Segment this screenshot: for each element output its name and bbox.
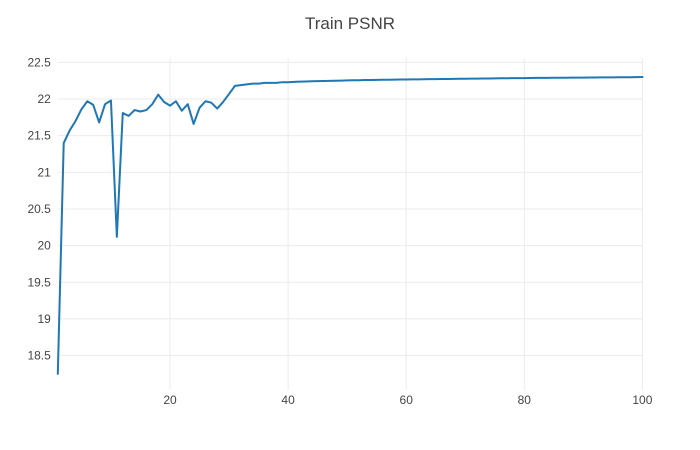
x-tick-label: 80 (518, 393, 532, 407)
y-tick-label: 19.5 (27, 275, 51, 289)
y-tick-label: 19 (37, 312, 51, 326)
x-tick-label: 100 (632, 393, 652, 407)
chart-title: Train PSNR (304, 14, 396, 33)
y-tick-label: 22 (37, 92, 51, 106)
x-tick-label: 40 (281, 393, 295, 407)
y-tick-label: 22.5 (27, 55, 51, 69)
y-tick-label: 18.5 (27, 349, 51, 363)
x-tick-label: 60 (400, 393, 414, 407)
y-tick-label: 20.5 (27, 202, 51, 216)
y-tick-label: 21.5 (27, 129, 51, 143)
series-line (56, 76, 644, 375)
x-tick-label: 20 (163, 393, 177, 407)
y-tick-label: 20 (37, 239, 51, 253)
y-tick-label: 21 (37, 165, 51, 179)
